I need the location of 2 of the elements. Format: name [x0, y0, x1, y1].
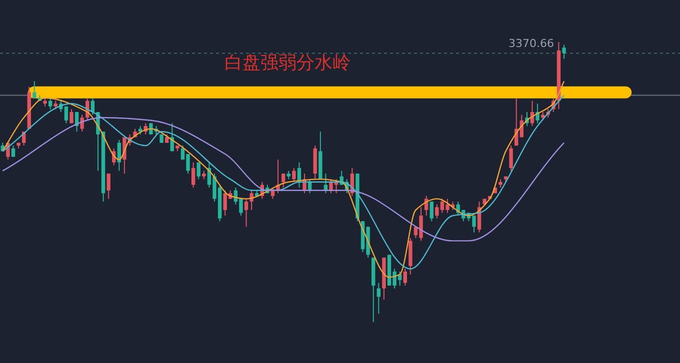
annotation: 3370.66	[508, 37, 554, 50]
ref-line-label: 白盘强弱分水岭	[224, 52, 350, 74]
